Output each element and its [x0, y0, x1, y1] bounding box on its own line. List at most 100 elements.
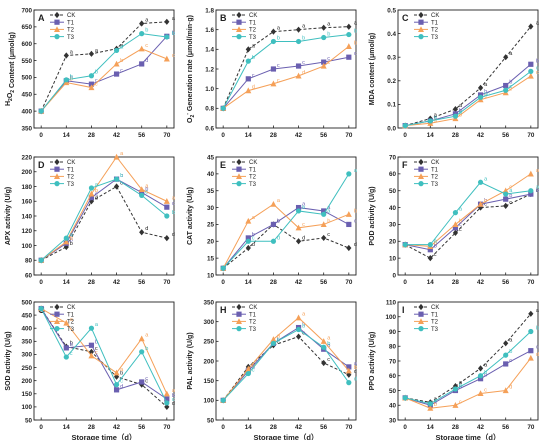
legend-marker	[418, 19, 424, 25]
panel-A-series-T3-point	[38, 108, 44, 114]
panel-F-series-T1-point	[503, 196, 509, 202]
panel-I-sig-label: a	[434, 399, 438, 405]
legend-marker	[54, 181, 60, 187]
panel-A-series-T1-point	[88, 81, 95, 87]
x-tick-label: 14	[63, 279, 71, 286]
panel-E-series-T2-point	[245, 217, 252, 224]
y-tick-label: 60	[389, 171, 397, 178]
panel-B-sig-label: b	[302, 35, 305, 41]
y-tick-label: 100	[21, 404, 32, 411]
x-tick-label: 56	[320, 424, 328, 431]
x-tick-label: 70	[163, 279, 171, 286]
panel-C-sig-label: a	[509, 51, 513, 57]
panel-H-series-T2-point	[270, 336, 277, 342]
y-tick-label: 1.8	[205, 7, 214, 14]
panel-F-series-T3-point	[427, 242, 433, 248]
legend-label: T1	[431, 167, 439, 173]
panel-E-frame	[215, 156, 357, 276]
panel-E-series-T3-point	[270, 238, 277, 244]
panel-I-sig-label: a	[434, 398, 438, 404]
y-tick-label: 200	[21, 169, 32, 176]
x-tick-label: 28	[270, 279, 278, 286]
panel-B-sig-label: c	[277, 78, 280, 84]
panel-H-sig-label: c	[354, 369, 357, 375]
legend-label: T2	[67, 320, 75, 326]
panel-E-series-T2-point	[270, 201, 277, 207]
legend-marker	[54, 311, 60, 317]
panel-E-sig-label: d	[354, 242, 357, 248]
legend-label: CK	[431, 13, 439, 19]
x-tick-label: 56	[320, 132, 328, 139]
panel-D-sig-label: a	[70, 232, 74, 238]
panel-A-sig-label: b	[70, 76, 73, 82]
y-tick-label: 0.1	[387, 102, 396, 109]
panel-C-letter: C	[402, 13, 409, 23]
panel-D-series-T1-point	[139, 189, 145, 195]
panel-D-sig-label: d	[172, 232, 175, 238]
panel-I-sig-label: a	[459, 380, 463, 386]
panel-B-sig-label: d	[302, 70, 305, 76]
panel-G-series-T3-line	[40, 308, 168, 404]
panel-H-series-T3-line	[222, 328, 350, 401]
panel-A-sig-label: b	[172, 30, 175, 36]
legend-marker	[236, 166, 242, 172]
panel-F-sig-label: b	[459, 218, 462, 224]
y-tick-label: 50	[389, 188, 397, 195]
panel-G-series-T2-point	[163, 390, 170, 397]
panel-D-sig-label: d	[95, 195, 98, 201]
panel-A-series-CK-point	[164, 18, 170, 25]
y-tick-label: 250	[203, 339, 214, 346]
panel-A-series-T2-line	[40, 48, 168, 112]
x-tick-label: 56	[502, 132, 510, 139]
panel-F-sig-label: c	[536, 188, 539, 194]
panel-E-sig-label: a	[327, 208, 331, 214]
legend-label: CK	[67, 160, 75, 166]
panel-F-series-T1-point	[452, 225, 459, 231]
panel-A-series-T1-line	[40, 35, 168, 112]
x-tick-label: 42	[113, 279, 121, 286]
legend-marker	[54, 326, 60, 332]
y-tick-label: 0	[392, 272, 396, 279]
y-tick-label: 70	[389, 154, 397, 161]
panel-G-frame	[33, 301, 175, 421]
panel-B-series-CK-point	[270, 28, 277, 35]
panel-F-sig-label: a	[434, 239, 438, 245]
panel-D-sig-label: b	[172, 210, 175, 216]
panel-G-sig-label: a	[120, 367, 124, 373]
panel-F-series-CK-line	[404, 193, 532, 259]
panel-I-series-T2-point	[527, 354, 534, 361]
x-tick-label: 14	[245, 424, 253, 431]
panel-I-sig-label: b	[459, 383, 462, 389]
panel-H-sig-label: a	[327, 335, 331, 341]
y-tick-label: 0.2	[387, 78, 396, 85]
panel-E-series-T2-line	[222, 203, 350, 269]
panel-I-sig-label: c	[484, 387, 487, 393]
panel-D-series-T2-point	[163, 198, 170, 204]
panel-I-series-T3-point	[528, 328, 534, 335]
y-tick-label: 50	[389, 388, 397, 395]
panel-C-sig-label: b	[536, 58, 539, 64]
panel-G-series-T2-point	[88, 352, 95, 359]
x-tick-label: 70	[527, 424, 535, 431]
panel-H-sig-label: b	[252, 363, 255, 369]
panel-H-sig-label: b	[277, 337, 280, 343]
legend-marker	[236, 326, 242, 332]
panel-E-series-T1-point	[346, 221, 352, 228]
y-tick-label: 650	[21, 24, 32, 31]
x-tick-label: 70	[345, 279, 353, 286]
panel-F-sig-label: c	[434, 252, 437, 258]
panel-I-sig-label: d	[536, 352, 539, 358]
panel-H-sig-label: b	[327, 341, 330, 347]
panel-D-sig-label: a	[172, 195, 176, 201]
y-tick-label: 100	[203, 398, 214, 405]
legend-marker	[54, 158, 60, 166]
panel-F: 0 10 20 30 40 50 60 70 0 14 28 42 56 70 POD activity (…	[369, 154, 540, 286]
panel-I: 30 40 50 60 70 80 90 100 110 0 14 28 42 56 70 PPO activ…	[369, 299, 540, 440]
panel-B-series-CK-point	[245, 46, 251, 53]
panel-B-series-T2-point	[345, 43, 352, 49]
panel-D-series-T3-point	[63, 235, 69, 241]
panel-G-xlabel: Storage time（d）	[71, 432, 136, 440]
legend-label: T1	[249, 312, 257, 318]
panel-C-sig-label: b	[459, 113, 462, 119]
panel-D-series-CK-point	[88, 198, 95, 205]
